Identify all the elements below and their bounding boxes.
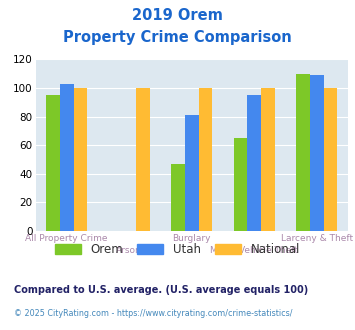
Bar bbox=[60, 84, 73, 231]
Text: All Property Crime: All Property Crime bbox=[26, 234, 108, 244]
Bar bbox=[323, 88, 337, 231]
Bar bbox=[261, 88, 275, 231]
Text: Arson: Arson bbox=[116, 246, 142, 255]
Text: Motor Vehicle Theft: Motor Vehicle Theft bbox=[210, 246, 298, 255]
Bar bbox=[198, 88, 212, 231]
Bar bbox=[296, 74, 310, 231]
Bar bbox=[310, 75, 323, 231]
Legend: Orem, Utah, National: Orem, Utah, National bbox=[51, 240, 304, 260]
Bar bbox=[247, 95, 261, 231]
Bar bbox=[73, 88, 87, 231]
Text: Burglary: Burglary bbox=[173, 234, 211, 244]
Bar bbox=[234, 138, 247, 231]
Bar bbox=[171, 164, 185, 231]
Bar bbox=[136, 88, 150, 231]
Text: © 2025 CityRating.com - https://www.cityrating.com/crime-statistics/: © 2025 CityRating.com - https://www.city… bbox=[14, 309, 293, 318]
Text: Property Crime Comparison: Property Crime Comparison bbox=[63, 30, 292, 45]
Text: Larceny & Theft: Larceny & Theft bbox=[280, 234, 353, 244]
Text: 2019 Orem: 2019 Orem bbox=[132, 8, 223, 23]
Bar bbox=[185, 115, 198, 231]
Bar bbox=[46, 95, 60, 231]
Text: Compared to U.S. average. (U.S. average equals 100): Compared to U.S. average. (U.S. average … bbox=[14, 285, 308, 295]
